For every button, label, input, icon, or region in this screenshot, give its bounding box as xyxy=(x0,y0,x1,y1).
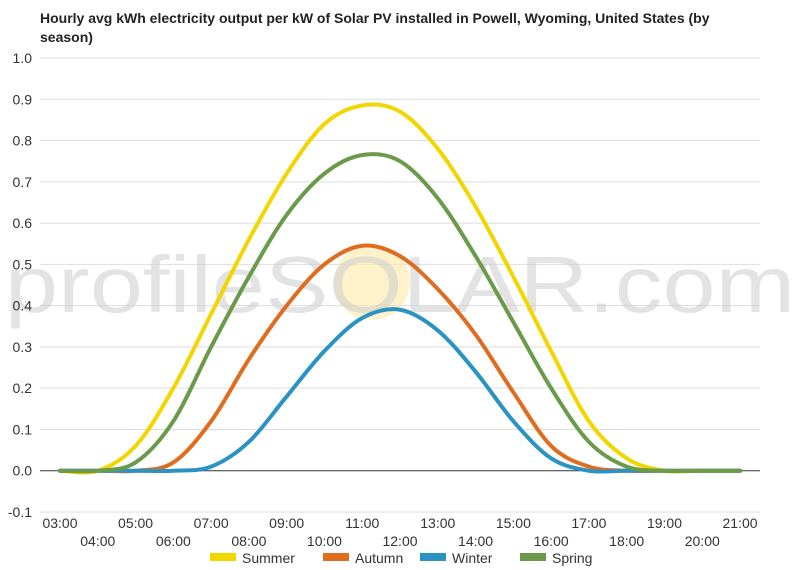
x-tick-label: 08:00 xyxy=(231,533,266,549)
watermark: profileSOLAR.com xyxy=(5,240,795,329)
x-tick-label: 09:00 xyxy=(269,515,304,531)
y-tick-label: 0.2 xyxy=(13,380,33,396)
legend-swatch-autumn xyxy=(323,553,349,561)
legend: Summer Autumn Winter Spring xyxy=(210,550,592,566)
y-tick-label: 0.4 xyxy=(13,298,33,314)
y-tick-label: 0.3 xyxy=(13,339,33,355)
y-tick-label: 0.0 xyxy=(13,463,33,479)
legend-label-autumn: Autumn xyxy=(355,550,403,566)
legend-swatch-spring xyxy=(520,553,546,561)
series-line-winter xyxy=(58,307,743,474)
x-tick-label: 12:00 xyxy=(382,533,417,549)
x-tick-label: 16:00 xyxy=(534,533,569,549)
x-tick-label: 03:00 xyxy=(42,515,77,531)
watermark-text: profileSOLAR.com xyxy=(5,240,795,329)
x-tick-label: 04:00 xyxy=(80,533,115,549)
y-tick-label: 0.6 xyxy=(13,215,33,231)
x-tick-label: 05:00 xyxy=(118,515,153,531)
gridlines xyxy=(40,57,760,513)
x-tick-label: 21:00 xyxy=(723,515,758,531)
watermark-sun-icon xyxy=(334,244,410,320)
x-tick-label: 06:00 xyxy=(156,533,191,549)
series-line-spring xyxy=(58,152,743,474)
y-tick-label: 0.1 xyxy=(13,421,33,437)
x-tick-label: 15:00 xyxy=(496,515,531,531)
x-tick-label: 20:00 xyxy=(685,533,720,549)
x-tick-label: 10:00 xyxy=(307,533,342,549)
x-tick-label: 07:00 xyxy=(194,515,229,531)
chart-title: Hourly avg kWh electricity output per kW… xyxy=(40,10,710,45)
y-tick-label: 0.9 xyxy=(13,91,33,107)
legend-label-winter: Winter xyxy=(452,550,493,566)
y-tick-label: 0.7 xyxy=(13,174,33,190)
x-tick-label: 19:00 xyxy=(647,515,682,531)
y-tick-label: 1.0 xyxy=(13,50,33,66)
x-tick-label: 13:00 xyxy=(420,515,455,531)
legend-swatch-winter xyxy=(420,553,446,561)
legend-label-spring: Spring xyxy=(552,550,592,566)
x-tick-label: 17:00 xyxy=(571,515,606,531)
axes: -0.1 0.0 0.1 0.2 0.3 0.4 0.5 0.6 0.7 0.8 0.9 1.0 03:… xyxy=(8,50,760,549)
y-tick-label: 0.8 xyxy=(13,133,33,149)
series-lines xyxy=(58,102,743,475)
x-tick-label: 14:00 xyxy=(458,533,493,549)
y-tick-label: 0.5 xyxy=(13,256,33,272)
y-tick-label: -0.1 xyxy=(8,504,32,520)
series-line-summer xyxy=(58,102,743,475)
x-tick-label: 11:00 xyxy=(345,515,379,531)
legend-swatch-summer xyxy=(210,553,236,561)
x-tick-label: 18:00 xyxy=(609,533,644,549)
legend-label-summer: Summer xyxy=(242,550,295,566)
